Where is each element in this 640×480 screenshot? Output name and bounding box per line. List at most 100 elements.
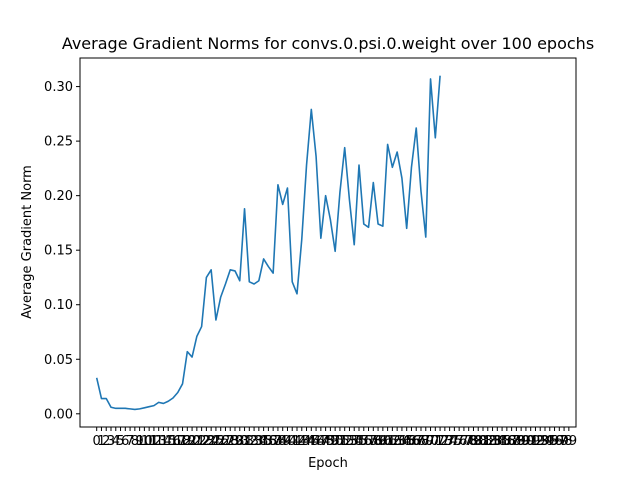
x-tick-label: 58 — [365, 434, 382, 449]
x-tick-label: 63 — [389, 434, 406, 449]
x-tick-label: 43 — [293, 434, 310, 449]
x-tick-label: 53 — [341, 434, 358, 449]
y-axis-label: Average Gradient Norm — [20, 165, 35, 319]
x-tick-label: 82 — [479, 434, 496, 449]
x-tick-label: 21 — [189, 434, 206, 449]
x-tick-label: 49 — [322, 434, 339, 449]
x-tick-label: 84 — [489, 434, 506, 449]
x-tick-label: 67 — [408, 434, 425, 449]
x-tick-label: 88 — [508, 434, 525, 449]
x-tick-label: 74 — [441, 434, 458, 449]
x-tick-label: 0 — [93, 434, 101, 449]
x-tick-label: 75 — [446, 434, 463, 449]
x-tick-label: 66 — [403, 434, 420, 449]
x-tick-label: 68 — [413, 434, 430, 449]
x-tick-label: 78 — [460, 434, 477, 449]
x-tick-label: 24 — [203, 434, 220, 449]
x-tick-label: 1 — [97, 434, 105, 449]
x-tick-label: 3 — [107, 434, 115, 449]
x-tick-label: 40 — [279, 434, 296, 449]
x-tick-label: 77 — [456, 434, 473, 449]
x-tick-label: 16 — [165, 434, 182, 449]
x-tick-label: 81 — [475, 434, 492, 449]
x-axis-label: Epoch — [308, 456, 348, 471]
y-tick-label: 0.00 — [44, 407, 73, 422]
x-tick-label: 86 — [499, 434, 516, 449]
y-tick-label: 0.15 — [44, 244, 73, 259]
x-tick-label: 17 — [169, 434, 186, 449]
y-tick-label: 0.20 — [44, 189, 73, 204]
x-tick-label: 9 — [135, 434, 143, 449]
x-tick-label: 76 — [451, 434, 468, 449]
x-tick-label: 54 — [346, 434, 363, 449]
x-tick-label: 64 — [394, 434, 411, 449]
x-tick-label: 55 — [351, 434, 368, 449]
x-tick-label: 36 — [260, 434, 277, 449]
x-tick-label: 59 — [370, 434, 387, 449]
series-line — [95, 75, 441, 411]
x-tick-label: 6 — [121, 434, 129, 449]
x-tick-label: 90 — [518, 434, 535, 449]
x-tick-label: 25 — [208, 434, 225, 449]
x-tick-label: 34 — [251, 434, 268, 449]
x-tick-label: 85 — [494, 434, 511, 449]
x-tick-label: 27 — [217, 434, 234, 449]
x-tick-label: 12 — [146, 434, 163, 449]
x-tick-label: 7 — [126, 434, 134, 449]
x-tick-label: 52 — [336, 434, 353, 449]
x-tick-label: 45 — [303, 434, 320, 449]
x-tick-label: 13 — [150, 434, 167, 449]
x-tick-label: 91 — [522, 434, 539, 449]
x-tick-label: 48 — [317, 434, 334, 449]
y-tick-label: 0.05 — [44, 353, 73, 368]
x-tick-label: 97 — [551, 434, 568, 449]
x-tick-label: 39 — [274, 434, 291, 449]
x-tick-label: 56 — [355, 434, 372, 449]
x-tick-label: 99 — [561, 434, 578, 449]
x-tick-label: 98 — [556, 434, 573, 449]
x-tick-label: 62 — [384, 434, 401, 449]
x-tick-label: 83 — [484, 434, 501, 449]
chart-title: Average Gradient Norms for convs.0.psi.0… — [62, 34, 594, 53]
x-tick-label: 79 — [465, 434, 482, 449]
x-tick-label: 87 — [503, 434, 520, 449]
x-tick-label: 29 — [227, 434, 244, 449]
x-tick-label: 22 — [193, 434, 210, 449]
x-tick-label: 73 — [437, 434, 454, 449]
series-layer — [95, 75, 441, 411]
plot-area — [79, 57, 577, 428]
x-tick-label: 94 — [537, 434, 554, 449]
x-tick-label: 38 — [270, 434, 287, 449]
x-tick-label: 80 — [470, 434, 487, 449]
x-tick-label: 32 — [241, 434, 258, 449]
y-tick-label: 0.30 — [44, 80, 73, 95]
x-tick-label: 2 — [102, 434, 110, 449]
x-tick-label: 30 — [231, 434, 248, 449]
x-tick-label: 18 — [174, 434, 191, 449]
x-tick-label: 20 — [184, 434, 201, 449]
x-tick-label: 46 — [308, 434, 325, 449]
x-tick-label: 89 — [513, 434, 530, 449]
x-tick-label: 47 — [313, 434, 330, 449]
x-tick-label: 41 — [284, 434, 301, 449]
x-tick-label: 57 — [360, 434, 377, 449]
x-tick-label: 37 — [265, 434, 282, 449]
y-tick-label: 0.10 — [44, 298, 73, 313]
x-tick-label: 28 — [222, 434, 239, 449]
y-tick-label: 0.25 — [44, 135, 73, 150]
x-tick-label: 70 — [422, 434, 439, 449]
x-tick-label: 23 — [198, 434, 215, 449]
x-tick-label: 10 — [136, 434, 153, 449]
x-tick-label: 33 — [246, 434, 263, 449]
x-tick-label: 61 — [379, 434, 396, 449]
x-tick-label: 35 — [255, 434, 272, 449]
plot-frame — [79, 57, 577, 428]
x-tick-label: 8 — [131, 434, 139, 449]
x-tick-label: 31 — [236, 434, 253, 449]
x-tick-label: 4 — [112, 434, 120, 449]
x-tick-label: 95 — [541, 434, 558, 449]
x-tick-label: 92 — [527, 434, 544, 449]
y-axis: 0.00 0.05 0.10 0.15 0.20 0.25 0.30 — [44, 80, 80, 422]
x-tick-label: 72 — [432, 434, 449, 449]
